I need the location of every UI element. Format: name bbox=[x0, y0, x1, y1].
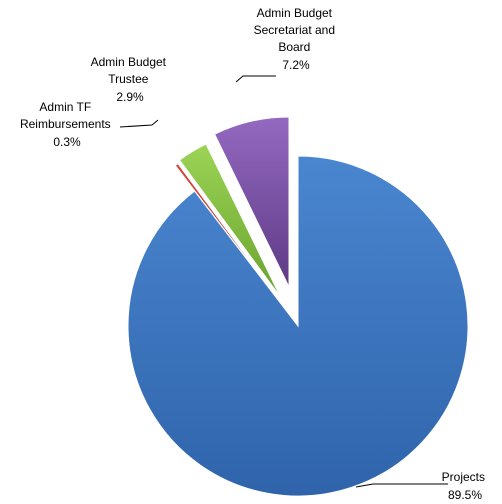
pie-slice-admin-budget-secretariat-board bbox=[213, 116, 290, 288]
pie-slice-admin-tf-reimbursements bbox=[174, 162, 280, 301]
label-projects: Projects 89.5% bbox=[442, 470, 489, 502]
pie-slice-projects bbox=[127, 155, 469, 497]
leader-line-projects bbox=[355, 483, 448, 488]
leader-line-admin-budget-secretariat bbox=[235, 75, 276, 83]
label-admin-budget-trustee: Admin Budget Trustee 2.9% bbox=[91, 55, 170, 104]
label-admin-budget-secretariat: Admin Budget Secretariat and Board 7.2% bbox=[254, 6, 339, 72]
leader-line-admin-tf-reimbursements bbox=[119, 119, 159, 128]
pie-slice-admin-budget-trustee bbox=[178, 143, 281, 298]
label-admin-tf-reimbursements: Admin TF Reimbursements 0.3% bbox=[20, 100, 114, 149]
